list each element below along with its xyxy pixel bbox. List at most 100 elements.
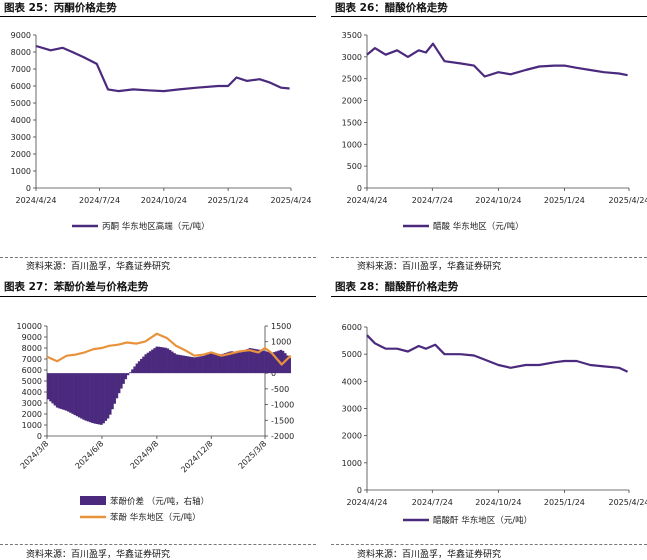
x-tick-label: 2025/3/8 xyxy=(237,439,269,471)
y-tick-label: 1000 xyxy=(11,167,31,176)
x-tick-label: 2024/7/24 xyxy=(412,196,453,205)
spread-bar xyxy=(175,354,179,374)
spread-bar xyxy=(233,351,236,374)
y-tick-label: 10000 xyxy=(17,322,42,331)
x-tick-label: 2024/4/24 xyxy=(15,196,56,205)
source-rule xyxy=(0,544,316,545)
x-tick-label: 2024/4/24 xyxy=(346,498,387,507)
spread-bar xyxy=(120,373,123,389)
spread-bar xyxy=(182,355,185,374)
spread-bar xyxy=(193,357,196,374)
spread-bar xyxy=(133,366,136,374)
source-rule xyxy=(331,544,647,545)
legend-label: 苯酚 华东地区（元/吨） xyxy=(110,512,201,523)
legend-label: 醋酸酐 华东地区（元/吨） xyxy=(433,515,532,526)
spread-bar xyxy=(202,355,205,374)
spread-bar xyxy=(104,373,108,421)
y-tick-label: 3000 xyxy=(342,53,362,62)
y-tick-label: 1500 xyxy=(342,118,362,127)
spread-bar xyxy=(159,347,163,374)
y2-tick-label: -1500 xyxy=(271,416,294,425)
spread-bar xyxy=(89,373,92,423)
spread-bar xyxy=(164,347,167,374)
spread-bar xyxy=(177,354,181,374)
y-tick-label: 3000 xyxy=(342,405,362,414)
y-tick-label: 3500 xyxy=(342,31,362,40)
spread-bar xyxy=(148,351,152,374)
spread-bar xyxy=(188,356,192,374)
spread-bar xyxy=(91,373,94,424)
y-tick-label: 5000 xyxy=(11,99,31,108)
spread-bar xyxy=(162,347,165,374)
spread-bar xyxy=(259,350,263,374)
panel-phenol: 图表 27：苯酚价差与价格走势 0 1000 2000 3000 4000 5000 600… xyxy=(0,279,316,560)
spread-bar xyxy=(93,373,97,424)
spread-bar xyxy=(102,373,105,424)
spread-bar xyxy=(49,373,52,402)
spread-bar xyxy=(142,356,145,374)
spread-bar xyxy=(286,355,289,374)
chart-acetic-anhydride: 0 1000 2000 3000 4000 5000 6000 2024/4/24 2024/7… xyxy=(342,323,647,526)
legend-label: 醋酸 华东地区（元/吨） xyxy=(433,221,524,232)
y-tick-label: 8000 xyxy=(11,48,31,57)
source-rule xyxy=(0,257,316,258)
spread-bar xyxy=(195,357,198,374)
y-tick-label: 3000 xyxy=(22,399,42,408)
source-note: 资料来源：百川盈孚，华鑫证券研究 xyxy=(357,262,502,272)
x-tick-label: 2024/10/24 xyxy=(475,498,521,507)
panel-title: 图表 28：醋酸酐价格走势 xyxy=(335,281,459,293)
spread-bar xyxy=(272,352,276,374)
spread-bar xyxy=(128,372,132,374)
spread-bar xyxy=(166,348,170,374)
spread-bar xyxy=(237,352,241,374)
spread-bar xyxy=(157,346,161,374)
spread-bar xyxy=(97,373,101,425)
y-tick-label: 1000 xyxy=(342,140,362,149)
spread-bar xyxy=(51,373,54,404)
spread-bar xyxy=(75,373,79,417)
y-tick-label: 2000 xyxy=(11,150,31,159)
panel-title: 图表 26：醋酸价格走势 xyxy=(335,2,448,14)
spread-bar xyxy=(235,352,238,374)
x-tick-label: 2024/6/8 xyxy=(74,439,106,471)
x-tick-label: 2025/1/24 xyxy=(544,498,585,507)
spread-bar xyxy=(86,373,90,422)
spread-bar xyxy=(179,355,183,374)
y-tick-label: 500 xyxy=(347,162,362,171)
y-tick-label: 6000 xyxy=(22,366,42,375)
spread-bar xyxy=(275,351,278,374)
source-rule xyxy=(331,257,647,258)
spread-bar xyxy=(213,353,216,374)
spread-bar xyxy=(268,352,272,374)
y-tick-label: 9000 xyxy=(22,333,42,342)
y-tick-label: 1000 xyxy=(342,459,362,468)
spread-bar xyxy=(55,373,59,408)
y-tick-label: 2000 xyxy=(22,410,42,419)
x-tick-label: 2025/4/24 xyxy=(608,498,647,507)
spread-bar xyxy=(184,355,187,374)
x-tick-label: 2024/9/8 xyxy=(129,439,161,471)
spread-bar xyxy=(140,358,143,374)
chart-phenol: 0 1000 2000 3000 4000 5000 6000 7000 8000 9000 100… xyxy=(17,322,295,523)
spread-bar xyxy=(239,352,243,374)
y2-tick-label: -1000 xyxy=(271,401,294,410)
x-tick-label: 2025/4/24 xyxy=(608,196,647,205)
spread-bar xyxy=(219,354,223,374)
spread-bar xyxy=(284,353,287,374)
spread-bar xyxy=(199,356,203,374)
spread-bar xyxy=(224,352,227,374)
chart-acetone: 0 1000 2000 3000 4000 5000 6000 7000 8000 9000 202… xyxy=(11,31,312,232)
spread-bar xyxy=(173,353,176,374)
spread-bar xyxy=(206,354,210,374)
spread-bar xyxy=(71,373,74,414)
spread-bar xyxy=(246,348,249,374)
spread-bar xyxy=(264,351,267,374)
legend-label: 苯酚价差 （元/吨，右轴） xyxy=(110,496,209,507)
x-tick-label: 2024/10/24 xyxy=(475,196,521,205)
x-tick-label: 2024/3/8 xyxy=(19,439,51,471)
x-tick-label: 2025/4/24 xyxy=(270,196,311,205)
spread-bar xyxy=(250,348,254,374)
y-tick-label: 4000 xyxy=(11,116,31,125)
legend-label: 丙酮 华东地区高端（元/吨） xyxy=(102,221,210,232)
spread-bar xyxy=(78,373,81,418)
